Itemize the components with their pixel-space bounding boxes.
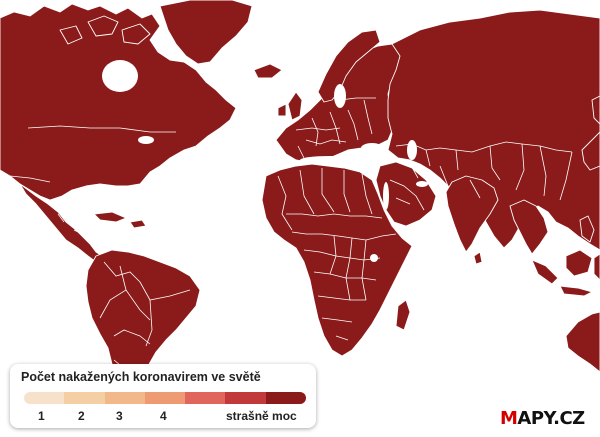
- legend-label-1: 1: [38, 409, 45, 423]
- madagascar[interactable]: [395, 299, 411, 331]
- asia[interactable]: [387, 9, 600, 251]
- africa[interactable]: [261, 163, 413, 357]
- lakes: [102, 60, 428, 262]
- borneo[interactable]: [565, 249, 593, 277]
- sakhalin[interactable]: [591, 95, 600, 125]
- legend-swatch-7: [265, 392, 306, 404]
- legend-swatch-6: [225, 392, 266, 404]
- legend-label-3: 3: [116, 409, 123, 423]
- sumatra[interactable]: [531, 259, 559, 285]
- legend-swatch-2: [64, 392, 105, 404]
- mapy-cz-logo[interactable]: MAPY.CZ: [500, 408, 585, 429]
- north-america[interactable]: [0, 3, 237, 201]
- legend-swatch-5: [185, 392, 226, 404]
- red-sea: [383, 182, 389, 210]
- great-britain[interactable]: [287, 91, 303, 121]
- ireland[interactable]: [277, 103, 287, 117]
- lake-victoria: [370, 254, 378, 262]
- southeast-asia[interactable]: [509, 199, 549, 255]
- java[interactable]: [559, 285, 593, 297]
- logo-text: APY.CZ: [517, 408, 585, 429]
- logo-m: M: [500, 408, 518, 429]
- legend-label-max: strašně moc: [226, 409, 297, 423]
- hispaniola[interactable]: [129, 219, 147, 229]
- country-borders: [9, 97, 573, 381]
- legend-label-4: 4: [160, 409, 167, 423]
- sulawesi[interactable]: [593, 253, 600, 281]
- australia[interactable]: [565, 311, 600, 373]
- land-masses: [0, 0, 600, 421]
- arctic-island-c[interactable]: [59, 25, 83, 45]
- philippines[interactable]: [579, 215, 595, 243]
- japan[interactable]: [581, 131, 600, 171]
- hudson-bay: [102, 60, 138, 92]
- baltic-sea: [334, 84, 346, 108]
- legend-swatch-4: [144, 392, 186, 404]
- legend-label-2: 2: [78, 409, 85, 423]
- legend: Počet nakažených koronavirem ve světě 1 …: [10, 364, 316, 428]
- arctic-island-a[interactable]: [87, 15, 119, 37]
- legend-color-scale: [24, 392, 306, 404]
- legend-swatch-1: [24, 392, 65, 404]
- greenland[interactable]: [159, 0, 253, 65]
- great-lakes: [138, 136, 154, 144]
- india[interactable]: [445, 175, 499, 253]
- sri-lanka[interactable]: [473, 251, 483, 265]
- legend-swatch-3: [104, 392, 145, 404]
- mediterranean-sea: [300, 156, 360, 164]
- caspian-sea: [407, 140, 417, 160]
- cuba[interactable]: [93, 211, 127, 223]
- scandinavia[interactable]: [317, 29, 381, 103]
- black-sea: [361, 143, 383, 153]
- legend-title: Počet nakažených koronavirem ve světě: [21, 370, 261, 384]
- persian-gulf: [416, 181, 428, 187]
- iceland[interactable]: [253, 63, 283, 79]
- arctic-island-b[interactable]: [121, 23, 151, 45]
